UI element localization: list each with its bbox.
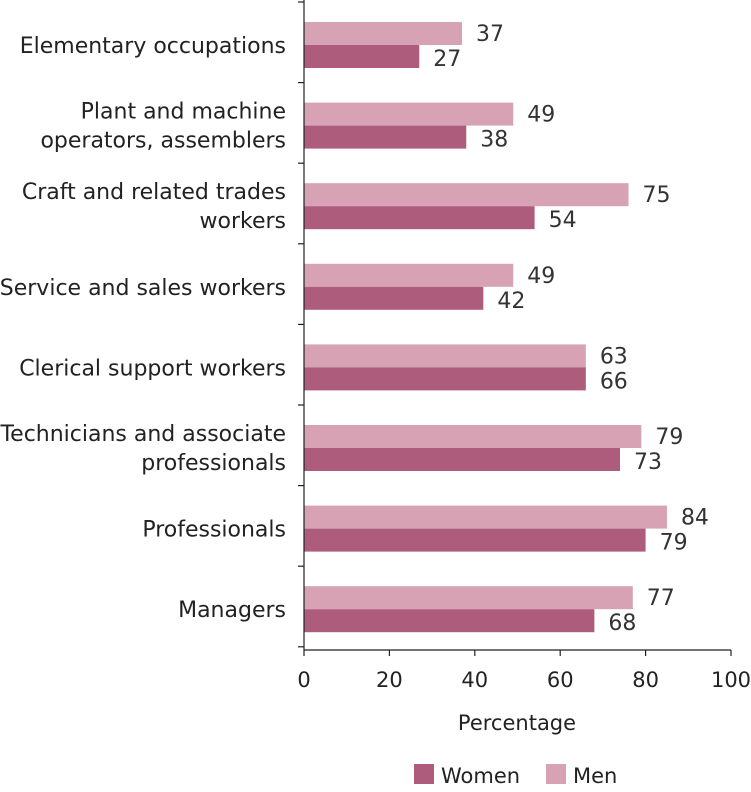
x-axis: 0 20 40 60 80 100 <box>297 649 751 692</box>
x-axis-title: Percentage <box>458 711 576 735</box>
bar-men-3 <box>304 263 514 287</box>
category-label-5-line-1: professionals <box>141 451 286 476</box>
value-label-women-3: 42 <box>497 289 525 314</box>
bar-women-2 <box>304 206 535 230</box>
category-label-4: Clerical support workers <box>19 356 286 381</box>
bar-men-6 <box>304 505 667 529</box>
x-tick-label-1: 20 <box>376 668 403 692</box>
category-label-2-line-0: Craft and related trades <box>22 180 286 205</box>
value-label-women-7: 68 <box>608 611 636 636</box>
x-tick-label-3: 60 <box>547 668 574 692</box>
value-label-men-0: 37 <box>476 22 504 47</box>
value-label-men-7: 77 <box>647 586 675 611</box>
category-label-7: Managers <box>178 598 286 623</box>
category-label-3: Service and sales workers <box>0 276 286 301</box>
value-label-men-6: 84 <box>681 506 709 531</box>
bar-men-0 <box>304 22 462 45</box>
value-label-men-5: 79 <box>655 425 683 450</box>
value-label-women-0: 27 <box>433 47 461 72</box>
value-label-men-1: 49 <box>527 103 555 128</box>
bar-women-7 <box>304 609 595 633</box>
y-axis: Elementary occupations Plant and machine o… <box>0 0 305 650</box>
value-label-women-6: 79 <box>660 531 688 556</box>
category-label-0: Elementary occupations <box>20 34 286 59</box>
bar-men-4 <box>304 344 586 368</box>
bar-men-7 <box>304 586 633 610</box>
bar-women-0 <box>304 45 420 68</box>
x-tick-label-5: 100 <box>711 668 751 692</box>
value-label-women-4: 66 <box>600 369 628 394</box>
value-label-men-2: 75 <box>643 183 671 208</box>
bar-men-5 <box>304 425 642 448</box>
value-label-women-2: 54 <box>549 208 577 233</box>
x-tick-label-2: 40 <box>461 668 488 692</box>
value-label-men-4: 63 <box>600 344 628 369</box>
bar-men-1 <box>304 102 514 126</box>
category-label-1-line-1: operators, assemblers <box>40 129 286 154</box>
category-label-2-line-1: workers <box>200 209 287 234</box>
bar-women-3 <box>304 286 484 310</box>
x-tick-label-4: 80 <box>632 668 659 692</box>
category-label-1-line-0: Plant and machine <box>81 100 286 125</box>
value-label-women-1: 38 <box>480 128 508 153</box>
bar-women-6 <box>304 528 646 552</box>
category-label-5-line-0: Technicians and associate <box>0 422 286 447</box>
bar-women-5 <box>304 448 620 471</box>
legend-label-women: Women <box>441 764 520 788</box>
legend: Women Men <box>414 764 617 788</box>
legend-swatch-men <box>546 764 566 784</box>
legend-swatch-women <box>414 764 434 784</box>
value-label-men-3: 49 <box>527 264 555 289</box>
x-tick-label-0: 0 <box>297 668 310 692</box>
bar-men-2 <box>304 183 629 207</box>
legend-label-men: Men <box>573 764 617 788</box>
bar-women-4 <box>304 367 586 391</box>
value-label-women-5: 73 <box>634 450 662 475</box>
bar-women-1 <box>304 125 467 149</box>
category-label-6: Professionals <box>142 518 286 543</box>
